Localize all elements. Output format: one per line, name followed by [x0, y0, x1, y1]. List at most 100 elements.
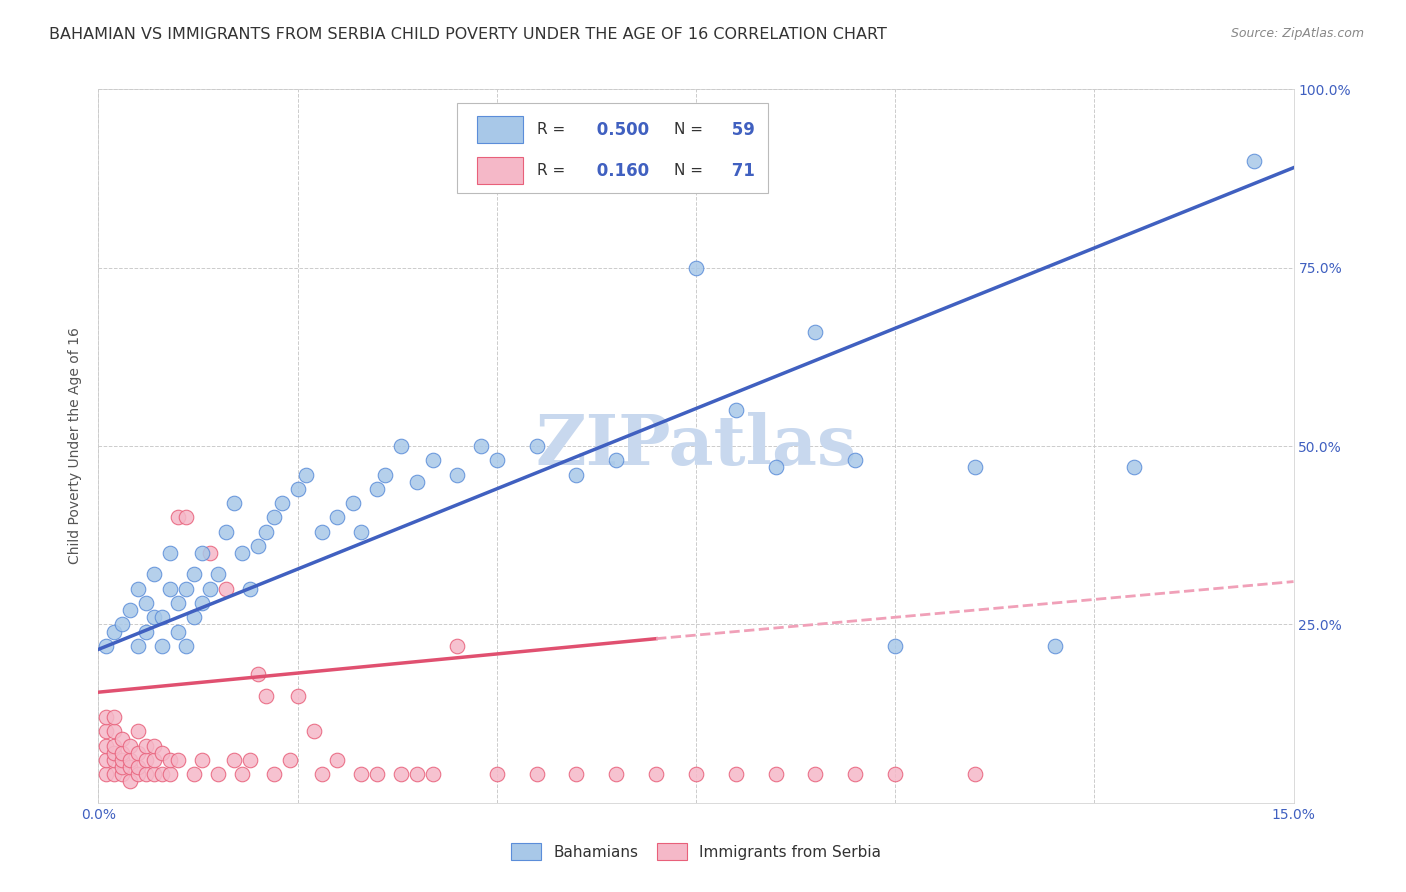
Point [1043, 639, 1066, 653]
Text: N =: N = [675, 122, 703, 137]
Point [120, 739, 142, 753]
Point [174, 639, 197, 653]
Point [96, 710, 118, 724]
Point [174, 582, 197, 596]
Point [159, 546, 181, 560]
Point [246, 667, 269, 681]
Point [366, 482, 388, 496]
Point [605, 453, 627, 467]
Point [765, 767, 787, 781]
Point [174, 510, 197, 524]
Point [294, 467, 316, 482]
Point [254, 689, 277, 703]
Point [645, 767, 668, 781]
Point [127, 746, 149, 760]
Point [143, 753, 166, 767]
Point [422, 767, 444, 781]
Point [135, 753, 157, 767]
Point [120, 774, 142, 789]
Point [565, 467, 588, 482]
Point [389, 767, 412, 781]
Point [366, 767, 388, 781]
Point [844, 767, 866, 781]
Point [844, 453, 866, 467]
Point [96, 767, 118, 781]
FancyBboxPatch shape [457, 103, 768, 193]
Point [406, 475, 429, 489]
Point [605, 767, 627, 781]
Point [239, 753, 262, 767]
Point [120, 753, 142, 767]
Point [222, 496, 245, 510]
Text: BAHAMIAN VS IMMIGRANTS FROM SERBIA CHILD POVERTY UNDER THE AGE OF 16 CORRELATION: BAHAMIAN VS IMMIGRANTS FROM SERBIA CHILD… [49, 27, 887, 42]
Point [278, 753, 301, 767]
Point [470, 439, 492, 453]
Point [1123, 460, 1146, 475]
Point [765, 460, 787, 475]
Point [183, 567, 205, 582]
Point [406, 767, 429, 781]
Point [263, 767, 285, 781]
Point [804, 767, 827, 781]
Point [207, 767, 229, 781]
Text: R =: R = [537, 163, 565, 178]
Point [120, 760, 142, 774]
Point [191, 596, 214, 610]
Point [311, 524, 333, 539]
Point [485, 767, 508, 781]
Text: R =: R = [537, 122, 565, 137]
Point [111, 617, 134, 632]
Text: 71: 71 [725, 161, 755, 179]
Point [685, 767, 707, 781]
Point [804, 325, 827, 339]
Point [183, 767, 205, 781]
Point [311, 767, 333, 781]
Point [270, 496, 292, 510]
Point [884, 767, 907, 781]
Point [231, 546, 253, 560]
Point [167, 624, 190, 639]
Point [389, 439, 412, 453]
Point [215, 582, 238, 596]
Point [96, 639, 118, 653]
Point [143, 567, 166, 582]
Point [103, 624, 125, 639]
Point [254, 524, 277, 539]
Point [485, 453, 508, 467]
Point [96, 739, 118, 753]
Point [103, 746, 125, 760]
Point [103, 767, 125, 781]
Point [446, 639, 468, 653]
Point [724, 767, 747, 781]
Point [342, 496, 364, 510]
Point [143, 610, 166, 624]
Text: ZIPatlas: ZIPatlas [536, 412, 856, 480]
Point [135, 739, 157, 753]
Point [350, 767, 373, 781]
Point [111, 767, 134, 781]
Point [150, 746, 173, 760]
Point [884, 639, 907, 653]
Text: Source: ZipAtlas.com: Source: ZipAtlas.com [1230, 27, 1364, 40]
Legend: Bahamians, Immigrants from Serbia: Bahamians, Immigrants from Serbia [505, 837, 887, 866]
Point [685, 260, 707, 275]
Point [326, 753, 349, 767]
Y-axis label: Child Poverty Under the Age of 16: Child Poverty Under the Age of 16 [69, 327, 83, 565]
Point [143, 767, 166, 781]
Point [103, 739, 125, 753]
Point [198, 582, 221, 596]
Point [127, 724, 149, 739]
Point [350, 524, 373, 539]
Point [167, 753, 190, 767]
Point [111, 753, 134, 767]
Point [287, 689, 309, 703]
Point [150, 610, 173, 624]
Text: 0.500: 0.500 [591, 120, 650, 138]
Point [135, 624, 157, 639]
Point [1243, 153, 1265, 168]
Text: 0.160: 0.160 [591, 161, 650, 179]
Point [263, 510, 285, 524]
Point [526, 767, 548, 781]
Point [215, 524, 238, 539]
Point [446, 467, 468, 482]
